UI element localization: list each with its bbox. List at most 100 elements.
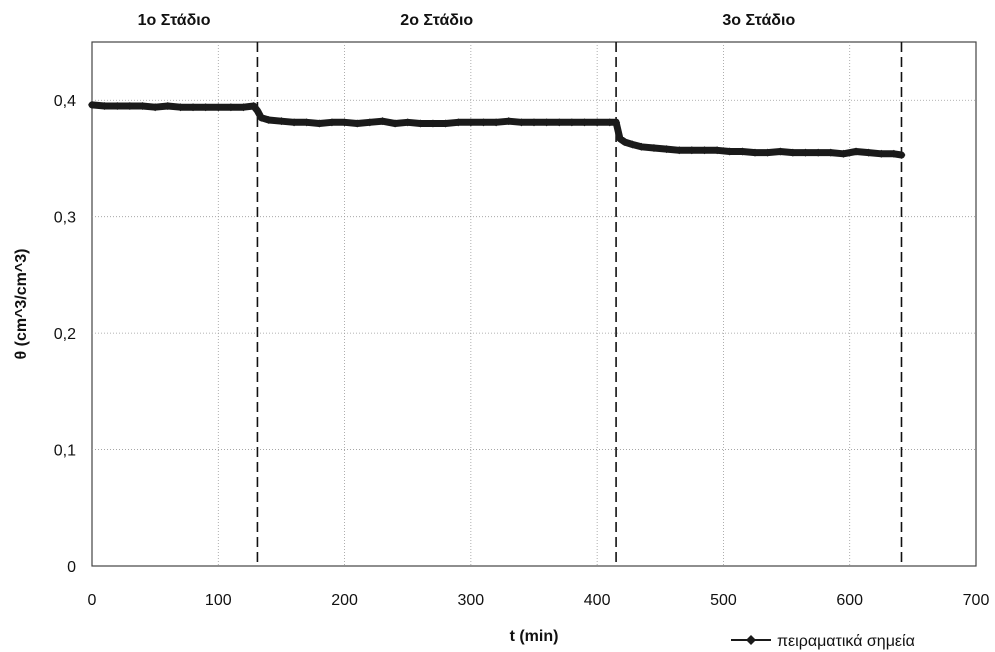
data-point xyxy=(327,118,336,127)
data-point xyxy=(315,119,324,128)
stage-label: 1ο Στάδιο xyxy=(138,12,211,29)
data-point xyxy=(189,103,198,112)
data-point xyxy=(839,149,848,158)
y-axis-title: θ (cm^3/cm^3) xyxy=(13,249,30,360)
data-point xyxy=(365,118,374,127)
data-point xyxy=(113,102,122,111)
data-point xyxy=(151,103,160,112)
data-point xyxy=(253,106,262,115)
y-tick-label: 0,3 xyxy=(54,210,76,227)
data-point xyxy=(788,148,797,157)
data-point xyxy=(353,119,362,128)
data-point xyxy=(687,146,696,155)
data-point xyxy=(612,118,621,127)
data-point xyxy=(257,113,266,122)
data-point xyxy=(897,150,906,159)
x-tick-label: 100 xyxy=(205,592,232,609)
data-point xyxy=(877,149,886,158)
data-point xyxy=(700,146,709,155)
series-group xyxy=(88,100,906,159)
data-point xyxy=(751,148,759,157)
data-point xyxy=(530,118,538,127)
data-point xyxy=(163,102,172,111)
data-point xyxy=(492,118,501,127)
data-point xyxy=(864,148,873,157)
data-point xyxy=(504,117,513,126)
data-point xyxy=(738,147,747,156)
x-tick-label: 600 xyxy=(836,592,863,609)
data-point xyxy=(675,146,684,155)
legend: πειραματικά σημεία xyxy=(731,633,915,650)
y-tick-label: 0,2 xyxy=(54,326,76,343)
data-point xyxy=(725,147,734,156)
x-tick-labels: 0 100 200 300 400 500 600 700 xyxy=(88,592,990,609)
data-point xyxy=(201,103,210,112)
legend-marker xyxy=(746,635,756,645)
data-point xyxy=(555,118,564,127)
series-line xyxy=(88,101,905,159)
data-point xyxy=(649,143,658,152)
data-point xyxy=(302,118,311,127)
data-point xyxy=(763,148,772,157)
data-point xyxy=(542,118,551,127)
data-point xyxy=(391,119,400,128)
data-point xyxy=(580,118,589,127)
data-point xyxy=(277,117,286,126)
data-point xyxy=(776,147,785,156)
data-point xyxy=(662,145,671,154)
x-tick-label: 200 xyxy=(331,592,358,609)
data-point xyxy=(416,119,425,128)
stage-label: 2ο Στάδιο xyxy=(400,12,473,29)
data-point xyxy=(605,118,614,127)
data-point xyxy=(826,148,835,157)
data-point xyxy=(615,134,624,143)
grid xyxy=(92,42,976,566)
data-point xyxy=(466,118,475,127)
x-tick-label: 700 xyxy=(963,592,990,609)
y-tick-label: 0,1 xyxy=(54,443,76,460)
data-point xyxy=(852,147,861,156)
data-point xyxy=(801,148,810,157)
data-point xyxy=(264,116,273,125)
data-point xyxy=(814,148,823,157)
y-tick-label: 0 xyxy=(67,559,76,576)
x-axis-title: t (min) xyxy=(510,628,559,645)
data-point xyxy=(378,117,387,126)
data-point xyxy=(620,138,629,147)
data-point xyxy=(176,103,185,112)
plot-area xyxy=(91,41,977,567)
x-tick-label: 0 xyxy=(88,592,97,609)
data-point xyxy=(138,102,147,111)
data-point xyxy=(517,118,526,127)
data-point xyxy=(340,118,349,127)
y-tick-label: 0,4 xyxy=(54,93,76,110)
x-tick-label: 500 xyxy=(710,592,737,609)
data-point xyxy=(403,118,412,127)
data-point xyxy=(441,119,450,128)
data-point xyxy=(100,102,109,111)
data-point xyxy=(88,100,96,109)
stage-boundaries xyxy=(256,42,903,566)
data-point xyxy=(637,142,646,151)
data-point xyxy=(454,118,463,127)
x-tick-label: 300 xyxy=(458,592,485,609)
data-point xyxy=(889,149,898,158)
data-point xyxy=(125,102,134,111)
data-point xyxy=(593,118,602,127)
legend-label: πειραματικά σημεία xyxy=(777,633,915,650)
data-point xyxy=(226,103,235,112)
stage-labels: 1ο Στάδιο 2ο Στάδιο 3ο Στάδιο xyxy=(138,12,796,29)
data-point xyxy=(214,103,223,112)
data-point xyxy=(239,103,248,112)
y-tick-labels: 0 0,1 0,2 0,3 0,4 xyxy=(54,93,76,576)
data-point xyxy=(290,118,299,127)
data-point xyxy=(713,146,722,155)
data-point xyxy=(628,140,637,149)
data-point xyxy=(249,102,258,111)
data-point xyxy=(428,119,437,128)
data-point xyxy=(567,118,576,127)
stage-label: 3ο Στάδιο xyxy=(722,12,795,29)
data-point xyxy=(479,118,488,127)
x-tick-label: 400 xyxy=(584,592,611,609)
